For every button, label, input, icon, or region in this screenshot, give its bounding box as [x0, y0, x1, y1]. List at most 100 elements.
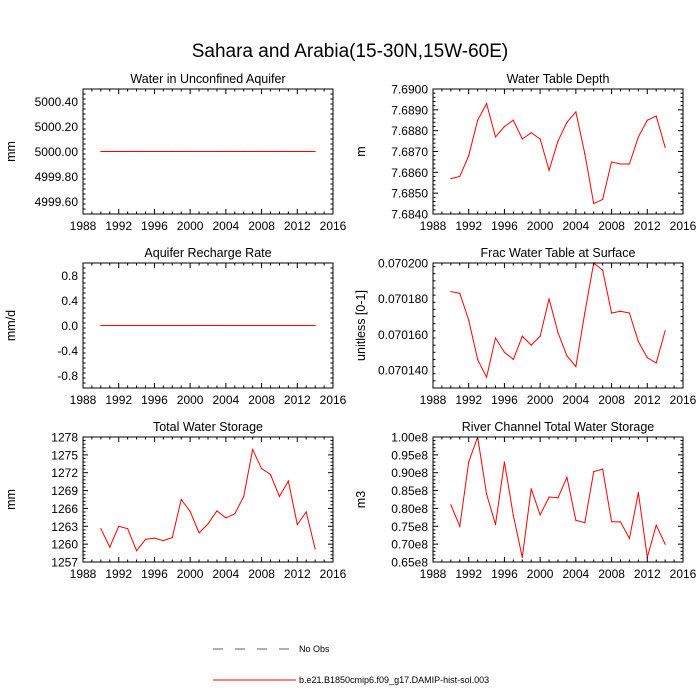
data-point [548, 496, 550, 498]
data-point [118, 150, 120, 153]
data-point [162, 150, 164, 153]
data-point [305, 324, 307, 327]
data-point [269, 150, 272, 153]
panel-2: Water Table Depth m 1988 1992 1996 2000 2004 20… [354, 72, 697, 233]
y-tick-label: 1266 [51, 502, 78, 516]
data-point [593, 471, 595, 473]
data-point [584, 312, 586, 314]
data-point [189, 510, 191, 512]
x-tick-label: 2012 [284, 219, 311, 233]
data-point [171, 324, 173, 327]
y-axis-label: m3 [354, 491, 368, 508]
data-point [539, 514, 541, 516]
panel-title: Water Table Depth [507, 72, 610, 86]
data-point [477, 358, 479, 361]
data-point [521, 556, 523, 558]
y-tick-label: 5000.20 [35, 120, 79, 134]
data-point [664, 543, 666, 545]
data-point [468, 319, 470, 321]
data-point [118, 324, 120, 327]
data-point [296, 150, 298, 153]
x-tick-label: 1988 [70, 393, 97, 407]
data-point [180, 150, 182, 153]
x-tick-label: 2004 [563, 393, 590, 407]
data-point [100, 150, 102, 153]
x-tick-label: 2004 [563, 219, 590, 233]
data-point [512, 358, 514, 361]
data-point [503, 125, 506, 128]
data-point [664, 330, 666, 332]
data-point [557, 497, 559, 499]
data-point [485, 376, 488, 378]
x-tick-label: 2000 [527, 219, 554, 233]
data-point [548, 298, 550, 300]
data-point [171, 150, 173, 153]
data-point [252, 448, 254, 451]
x-tick-label: 2004 [563, 567, 590, 581]
data-point [655, 115, 657, 117]
data-point [144, 324, 147, 327]
panel-4: Frac Water Table at Surface unitless [0-1… [354, 246, 697, 407]
x-tick-label: 2000 [527, 567, 554, 581]
y-tick-label: 7.6880 [391, 124, 428, 138]
data-point [216, 150, 218, 153]
x-tick-label: 1992 [455, 219, 482, 233]
data-point [557, 140, 559, 142]
x-tick-label: 2016 [670, 219, 697, 233]
data-point [512, 119, 514, 121]
data-point [278, 150, 281, 153]
x-tick-label: 1996 [491, 567, 518, 581]
data-point [566, 476, 568, 478]
data-point [278, 495, 281, 498]
x-tick-label: 2016 [320, 393, 347, 407]
data-point [646, 119, 648, 121]
y-tick-label: 0.80e8 [391, 502, 428, 516]
data-point [593, 202, 595, 205]
x-tick-label: 1988 [70, 567, 97, 581]
y-axis-label: m [354, 146, 368, 156]
data-point [278, 324, 281, 327]
y-tick-label: 7.6840 [391, 208, 428, 222]
data-point [153, 537, 156, 539]
x-tick-label: 1996 [491, 219, 518, 233]
data-point [503, 461, 506, 463]
panel-title: Water in Unconfined Aquifer [130, 72, 285, 86]
y-tick-label: -0.8 [57, 369, 78, 383]
data-point [198, 324, 200, 327]
x-tick-label: 2012 [634, 393, 661, 407]
x-tick-label: 1992 [105, 219, 132, 233]
data-point [198, 532, 200, 534]
data-point [637, 340, 639, 343]
data-point [610, 312, 613, 314]
x-tick-label: 1988 [420, 393, 447, 407]
y-tick-label: 1260 [51, 538, 78, 552]
y-tick-label: 0.0 [61, 319, 78, 333]
y-tick-label: 1257 [51, 556, 78, 570]
data-point [269, 473, 272, 476]
data-point [207, 150, 209, 153]
x-tick-label: 2000 [527, 393, 554, 407]
y-tick-label: 0.70e8 [391, 538, 428, 552]
data-point [459, 175, 461, 178]
data-point [459, 525, 461, 527]
panel-5: Total Water Storage mm 1988 1992 1996 2000 200… [4, 420, 347, 581]
data-point [575, 111, 577, 113]
data-point [135, 550, 138, 552]
data-point [450, 177, 452, 180]
x-tick-label: 1988 [420, 219, 447, 233]
data-point [180, 324, 182, 327]
x-tick-label: 2004 [213, 567, 240, 581]
y-tick-label: 0.75e8 [391, 520, 428, 534]
y-tick-label: 1.00e8 [391, 431, 428, 445]
data-point [521, 138, 523, 140]
data-point [305, 511, 307, 513]
data-point [260, 150, 263, 153]
panel-6: River Channel Total Water Storage m3 1988 1… [354, 420, 697, 581]
data-point [243, 150, 245, 153]
data-point [459, 292, 461, 294]
data-point [171, 537, 173, 539]
data-point [207, 523, 209, 525]
data-point [494, 136, 497, 138]
y-tick-label: 0.4 [61, 294, 78, 308]
